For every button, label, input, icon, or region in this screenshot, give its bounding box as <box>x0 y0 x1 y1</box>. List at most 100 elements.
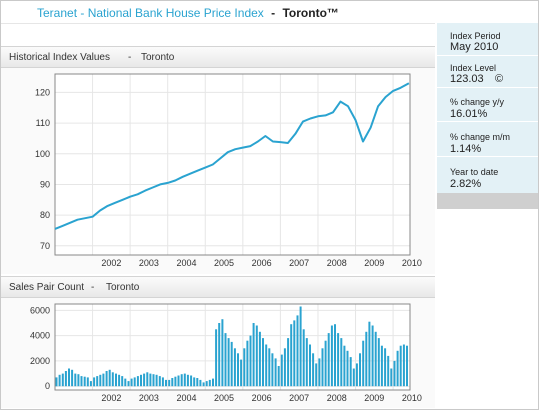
index-period-cell: Index Period May 2010 <box>437 23 538 56</box>
sales-bar <box>280 354 283 387</box>
y-tick-label: 0 <box>45 381 50 391</box>
sales-bar <box>393 360 396 387</box>
plot-background <box>55 74 410 255</box>
index-panel-title: Historical Index Values <box>9 52 110 63</box>
sales-bar <box>196 378 199 387</box>
sales-bar <box>352 368 355 387</box>
sales-bar <box>287 338 290 387</box>
y-tick-label: 2000 <box>30 356 50 366</box>
sales-bar <box>111 372 114 387</box>
sales-bar <box>312 353 315 387</box>
index-series-line <box>54 82 410 230</box>
sales-bar <box>402 344 405 387</box>
x-tick-label: 2009 <box>364 393 384 403</box>
page-title: Teranet - National Bank House Price Inde… <box>37 6 339 20</box>
sales-bar <box>152 374 155 387</box>
sales-bar <box>190 375 193 387</box>
summary-panel-footer <box>437 193 538 209</box>
sales-bar <box>355 363 358 387</box>
x-tick-label: 2010 <box>402 393 422 403</box>
sales-bar <box>133 377 136 387</box>
x-tick-label: 2006 <box>252 258 272 268</box>
sales-bar <box>140 374 142 387</box>
page-header: Teranet - National Bank House Price Inde… <box>1 1 435 23</box>
sales-bar <box>149 373 152 387</box>
sales-bar <box>224 333 227 387</box>
sales-bar <box>155 374 158 387</box>
sales-bar <box>86 377 89 387</box>
ytd-label: Year to date <box>450 167 499 177</box>
x-tick-label: 2003 <box>139 393 159 403</box>
sales-bar <box>258 331 261 387</box>
sales-bar <box>240 359 243 387</box>
sales-bar <box>340 338 343 387</box>
sales-panel-separator: - <box>91 282 95 293</box>
sales-bar <box>283 348 286 387</box>
sales-bar <box>124 378 127 387</box>
sales-bar <box>58 374 61 387</box>
sales-bar <box>293 320 296 387</box>
index-summary-panel: Index Period May 2010 Index Level 123.03… <box>437 23 538 209</box>
sales-bar <box>105 371 108 387</box>
sales-bar <box>215 329 218 387</box>
sales-bar <box>233 348 236 387</box>
sales-bar <box>299 306 302 387</box>
ytd-value: 2.82% <box>450 178 482 190</box>
sales-bar <box>130 378 133 387</box>
sales-bar <box>387 355 390 387</box>
index-panel-city: Toronto <box>141 52 175 63</box>
city-name: Toronto™ <box>282 6 339 20</box>
index-period-value: May 2010 <box>450 41 499 53</box>
sales-bar <box>390 368 393 387</box>
sales-panel-title: Sales Pair Count <box>9 282 85 293</box>
sales-bar <box>374 331 377 387</box>
sales-bar <box>161 377 164 387</box>
sales-bar <box>380 345 383 387</box>
sales-bar <box>359 353 361 387</box>
x-tick-label: 2006 <box>252 393 272 403</box>
sales-chart-area: 2002 2003 2004 2005 2006 2007 2008 2009 2010 0 200… <box>1 298 435 408</box>
index-panel-separator: - <box>128 52 132 63</box>
sales-bar <box>83 376 86 387</box>
x-tick-label: 2009 <box>364 258 384 268</box>
sales-bar <box>349 357 352 387</box>
title-separator: - <box>271 6 276 20</box>
sales-bar <box>384 348 387 387</box>
ytd-cell: Year to date 2.82% <box>437 156 538 193</box>
x-tick-label: 2010 <box>402 258 422 268</box>
sales-bar <box>202 382 205 387</box>
sales-bar <box>174 376 177 387</box>
sales-panel-header: Sales Pair Count - Toronto <box>1 276 435 298</box>
sales-bar <box>127 381 130 387</box>
sales-bar <box>96 376 99 387</box>
sales-bar <box>218 323 221 387</box>
plot-border <box>54 73 411 256</box>
sales-bar <box>252 323 255 387</box>
sales-bar <box>362 340 365 387</box>
x-tick-label: 2004 <box>176 393 196 403</box>
sales-bar <box>136 376 139 387</box>
y-tick-label: 70 <box>40 241 50 251</box>
sales-bar <box>368 321 371 387</box>
x-tick-label: 2004 <box>176 258 196 268</box>
sales-bar <box>143 373 146 387</box>
y-tick-label: 110 <box>36 118 50 128</box>
sales-bar <box>399 345 402 387</box>
x-tick-label: 2008 <box>327 258 347 268</box>
sales-bar <box>371 325 374 387</box>
sales-panel-city: Toronto <box>106 282 140 293</box>
sales-bar <box>171 378 174 387</box>
sales-bar <box>102 373 105 387</box>
sales-bar <box>296 315 299 387</box>
sales-bar <box>265 344 268 387</box>
sales-bar <box>227 338 230 387</box>
y-tick-label: 6000 <box>30 305 50 315</box>
sales-bar <box>165 379 167 387</box>
sales-bar <box>305 338 308 387</box>
sales-bar <box>64 371 67 387</box>
sales-bar <box>343 345 346 387</box>
sales-bar <box>61 373 64 387</box>
sales-bar <box>337 333 340 387</box>
change-yy-cell: % change y/y 16.01% <box>437 87 538 122</box>
sales-bar <box>290 324 293 387</box>
